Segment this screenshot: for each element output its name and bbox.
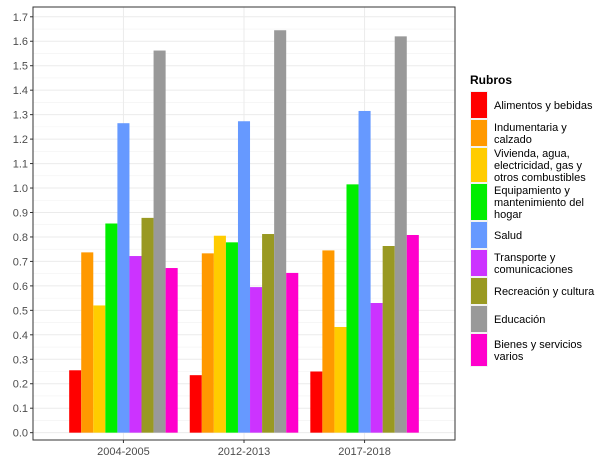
y-tick-label: 0.1 [13,403,28,415]
legend-label: comunicaciones [494,264,573,276]
bar [334,326,347,433]
bar [274,30,287,433]
bar [69,370,82,433]
bar [370,303,383,433]
legend-label: electricidad, gas y [494,160,583,172]
legend-label: Transporte y [494,252,556,264]
legend-key [471,278,487,304]
bar [322,250,335,433]
y-tick-label: 0.9 [13,207,28,219]
bar [250,287,263,433]
bar [262,234,275,433]
y-tick-label: 0.7 [13,256,28,268]
y-tick-label: 0.8 [13,232,28,244]
y-tick-label: 1.3 [13,110,28,122]
y-tick-label: 0.4 [13,330,28,342]
x-tick-label: 2004-2005 [97,446,150,458]
bar [346,184,359,433]
legend-key [471,184,487,220]
bar [358,110,371,433]
legend-label: Equipamiento y [494,185,570,197]
legend-key [471,306,487,332]
y-tick-label: 0.5 [13,305,28,317]
y-tick-label: 1.4 [13,85,28,97]
legend-label: calzado [494,134,532,146]
legend-label: Educación [494,314,545,326]
bar [225,242,238,433]
legend-label: Indumentaria y [494,122,567,134]
panel-border [32,6,456,441]
y-tick-label: 1.5 [13,61,28,73]
x-tick-label: 2017-2018 [338,446,391,458]
bars [69,30,419,433]
bar [105,223,118,433]
legend: Rubros Alimentos y bebidas Indumentaria y… [470,73,595,367]
legend-label: Bienes y servicios [494,339,583,351]
legend-key [471,120,487,146]
y-tick-label: 1.0 [13,183,28,195]
legend-title: Rubros [470,73,512,87]
legend-key [471,334,487,366]
bar [117,123,130,433]
bar [201,253,214,433]
bar [153,50,166,433]
legend-key [471,222,487,248]
legend-label: hogar [494,209,522,221]
y-tick-label: 1.7 [13,12,28,24]
legend-label: Salud [494,230,522,242]
legend-key [471,92,487,118]
y-tick-label: 0.2 [13,379,28,391]
legend-key [471,250,487,276]
bar [310,371,323,433]
y-tick-label: 1.6 [13,36,28,48]
legend-key [471,148,487,182]
y-tick-label: 1.1 [13,159,28,171]
axes: 0.0 0.1 0.2 0.3 0.4 0.5 0.6 0.7 0.8 0.9 1.0 1.1 1.2 1… [13,6,456,458]
legend-label: varios [494,351,524,363]
bar [394,36,407,433]
bar [129,256,142,433]
y-tick-label: 0.3 [13,354,28,366]
y-tick-label: 1.2 [13,134,28,146]
bar [286,272,299,433]
legend-label: Alimentos y bebidas [494,100,593,112]
bar [382,246,395,433]
bar [237,121,251,433]
legend-label: Vivienda, agua, [494,148,570,160]
legend-label: mantenimiento del [494,197,584,209]
legend-label: Recreación y cultura [494,286,595,298]
legend-label: otros combustibles [494,172,586,184]
bar [81,252,94,433]
bar [165,268,178,433]
x-tick-label: 2012-2013 [218,446,271,458]
bar [189,375,202,433]
y-tick-label: 0.6 [13,281,28,293]
y-tick-label: 0.0 [13,428,28,440]
bar [141,217,154,433]
bar [93,305,106,433]
bar [213,235,226,433]
bar [406,234,419,433]
